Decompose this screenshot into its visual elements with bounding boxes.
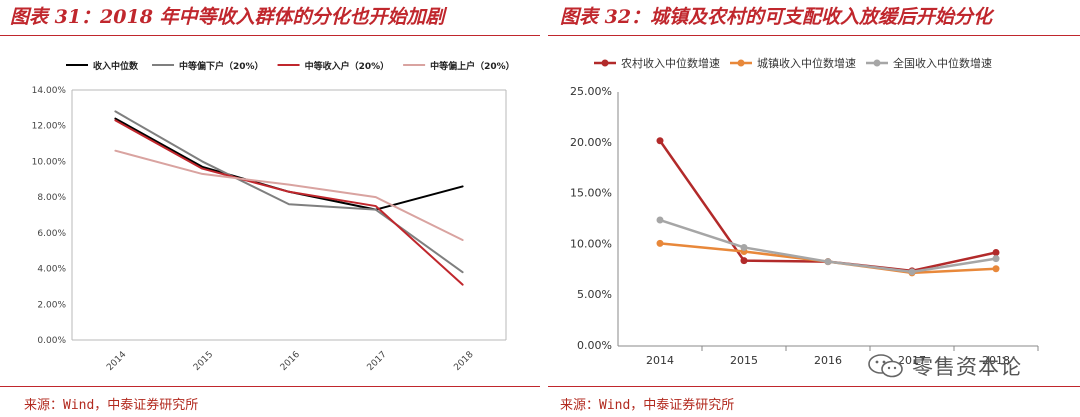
x-tick-label: 2016 <box>279 350 302 373</box>
data-point <box>824 258 832 266</box>
data-point <box>656 137 664 145</box>
legend-marker <box>873 59 881 67</box>
legend-marker <box>601 59 609 67</box>
x-tick-label: 2015 <box>730 354 758 367</box>
left-panel: 图表 31：2018 年中等收入群体的分化也开始加剧 0.00% 2.00% 4.0… <box>0 6 540 413</box>
legend-marker <box>737 59 745 67</box>
chart-source: 来源：Wind，中泰证券研究所 <box>24 398 199 413</box>
y-tick-label: 6.00% <box>37 229 66 239</box>
x-tick-label: 2016 <box>814 354 842 367</box>
series-line-4 <box>114 149 464 241</box>
y-tick-label: 2.00% <box>37 300 66 310</box>
y-tick-label: 14.00% <box>32 86 67 96</box>
x-tick-label: 2018 <box>982 354 1010 367</box>
y-tick-label: 10.00% <box>32 157 67 167</box>
y-tick-label: 8.00% <box>37 193 66 203</box>
watermark-text: 零售资本论 <box>912 355 1022 379</box>
legend-label: 城镇收入中位数增速 <box>757 56 856 70</box>
source-rule <box>548 386 1080 387</box>
legend-label: 全国收入中位数增速 <box>893 56 992 70</box>
data-point <box>992 265 1000 273</box>
chart-title: 图表 31：2018 年中等收入群体的分化也开始加剧 <box>10 6 445 28</box>
income-groups-chart: 0.00% 2.00% 4.00% 6.00% 8.00% 10.00% 12.00% 14.… <box>32 60 515 373</box>
chart-title: 图表 32：城镇及农村的可支配收入放缓后开始分化 <box>560 6 993 28</box>
y-tick-label: 15.00% <box>570 187 612 200</box>
title-rule <box>548 35 1080 36</box>
data-point <box>740 243 748 251</box>
data-point <box>740 257 748 265</box>
x-tick-label: 2018 <box>452 350 475 373</box>
data-point <box>656 239 664 247</box>
legend-label: 中等偏上户（20%） <box>430 60 515 72</box>
legend-label: 收入中位数 <box>93 60 139 72</box>
series-line-2 <box>658 242 998 275</box>
data-point <box>992 249 1000 257</box>
series-line-2 <box>114 110 464 274</box>
data-point <box>908 268 916 276</box>
legend-label: 农村收入中位数增速 <box>621 56 720 70</box>
x-tick-label: 2015 <box>192 350 215 373</box>
y-tick-label: 12.00% <box>32 122 67 132</box>
y-tick-label: 0.00% <box>577 339 612 352</box>
chart-source: 来源：Wind，中泰证券研究所 <box>560 398 735 413</box>
y-tick-label: 25.00% <box>570 85 612 98</box>
series-line-3 <box>114 119 464 286</box>
wechat-icon <box>868 354 903 378</box>
y-tick-label: 20.00% <box>570 136 612 149</box>
x-tick-label: 2014 <box>105 350 128 373</box>
source-rule <box>0 386 540 387</box>
y-tick-label: 4.00% <box>37 265 66 275</box>
data-point <box>656 216 664 224</box>
right-panel: 图表 32：城镇及农村的可支配收入放缓后开始分化 0.00% 5.00% 10.00… <box>548 0 1080 417</box>
legend-label: 中等偏下户（20%） <box>179 60 264 72</box>
x-tick-label: 2017 <box>898 354 926 367</box>
legend-label: 中等收入户（20%） <box>305 60 390 72</box>
y-tick-label: 5.00% <box>577 288 612 301</box>
y-tick-label: 10.00% <box>570 237 612 250</box>
data-point <box>992 255 1000 263</box>
y-tick-label: 0.00% <box>37 336 66 346</box>
x-tick-label: 2017 <box>366 350 389 373</box>
urban-rural-chart: 0.00% 5.00% 10.00% 15.00% 20.00% 25.00% 2014 20… <box>570 56 1039 367</box>
x-tick-label: 2014 <box>646 354 674 367</box>
watermark: 零售资本论 <box>866 352 1022 380</box>
title-rule <box>0 35 540 36</box>
series-line-1 <box>658 139 998 273</box>
